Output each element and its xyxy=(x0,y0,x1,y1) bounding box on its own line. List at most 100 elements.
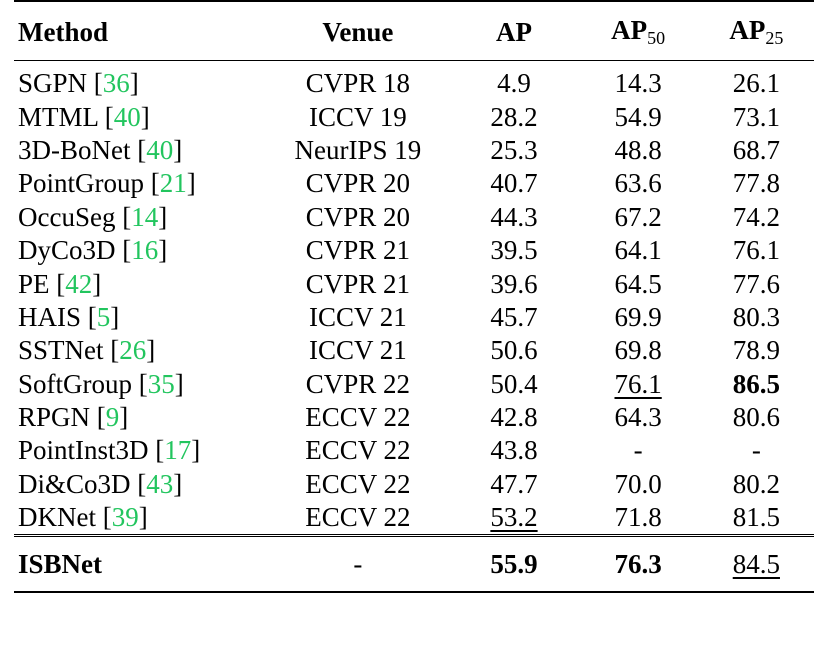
final-body: ISBNet - 55.9 76.3 84.5 xyxy=(14,534,814,593)
ap-cell: 50.4 xyxy=(490,368,538,399)
method-name: HAIS xyxy=(18,301,82,332)
venue-cell: ICCV 21 xyxy=(308,335,407,366)
venue-cell: ECCV 22 xyxy=(305,435,411,466)
ap25-cell: - xyxy=(751,435,761,466)
ap-cell: 53.2 xyxy=(450,501,577,536)
venue-cell: CVPR 18 xyxy=(305,68,410,99)
ap25-cell: 74.2 xyxy=(732,201,780,232)
method-cell: Di&Co3D [43] xyxy=(18,468,183,499)
ap25-cell: 76.1 xyxy=(732,235,780,266)
results-body: SGPN [36] CVPR 18 4.9 14.3 26.1 MTML [40… xyxy=(14,61,814,536)
venue-cell: CVPR 20 xyxy=(305,168,410,199)
header-ap25-main: AP xyxy=(729,15,766,45)
venue-cell: ECCV 22 xyxy=(305,468,411,499)
citation-link[interactable]: 35 xyxy=(147,368,175,399)
final-row: ISBNet - 55.9 76.3 84.5 xyxy=(14,534,814,593)
method-cell: SoftGroup [35] xyxy=(18,368,184,399)
method-cell: 3D-BoNet [40] xyxy=(18,134,183,165)
ap50-cell: 71.8 xyxy=(614,502,662,533)
venue-cell: CVPR 21 xyxy=(305,235,410,266)
ap25-cell: 80.6 xyxy=(732,402,780,433)
citation-link[interactable]: 9 xyxy=(105,402,120,433)
method-name: OccuSeg xyxy=(18,201,116,232)
method-cell: PE [42] xyxy=(18,268,102,299)
ap25-cell: 77.8 xyxy=(732,168,780,199)
ap25-cell: 78.9 xyxy=(732,335,780,366)
ap50-cell: 69.8 xyxy=(614,335,662,366)
citation-link[interactable]: 43 xyxy=(146,468,174,499)
method-name: 3D-BoNet xyxy=(18,134,131,165)
ap-cell: 45.7 xyxy=(490,301,538,332)
method-cell: HAIS [5] xyxy=(18,301,120,332)
final-ap25: 84.5 xyxy=(698,534,814,593)
table-row: SoftGroup [35] CVPR 22 50.4 76.1 86.5 xyxy=(14,368,814,401)
final-ap: 55.9 xyxy=(450,534,578,593)
ap25-cell: 86.5 xyxy=(699,368,814,401)
method-name: DyCo3D xyxy=(18,235,116,266)
method-cell: OccuSeg [14] xyxy=(18,201,168,232)
venue-cell: ECCV 22 xyxy=(305,402,411,433)
ap50-cell: 64.1 xyxy=(614,235,662,266)
table-row: 3D-BoNet [40] NeurIPS 19 25.3 48.8 68.7 xyxy=(14,134,814,167)
ap-cell: 39.6 xyxy=(490,268,538,299)
header-method: Method xyxy=(18,16,108,47)
citation-link[interactable]: 36 xyxy=(102,68,130,99)
method-cell: SGPN [36] xyxy=(18,68,139,99)
final-ap50: 76.3 xyxy=(577,534,699,593)
ap25-cell: 26.1 xyxy=(732,68,780,99)
ap-cell: 47.7 xyxy=(490,468,538,499)
table-row: DKNet [39] ECCV 22 53.2 71.8 81.5 xyxy=(14,501,814,536)
citation-link[interactable]: 40 xyxy=(113,101,141,132)
method-name: PE xyxy=(18,268,50,299)
method-cell: DKNet [39] xyxy=(18,502,148,533)
method-name: PointInst3D xyxy=(18,435,149,466)
ap-cell: 40.7 xyxy=(490,168,538,199)
header-ap25-sub: 25 xyxy=(765,28,784,48)
header-ap50: AP50 xyxy=(578,1,699,61)
venue-cell: ICCV 21 xyxy=(308,301,407,332)
citation-link[interactable]: 16 xyxy=(131,235,159,266)
ap50-cell: 64.3 xyxy=(614,402,662,433)
method-name: MTML xyxy=(18,101,98,132)
method-name: PointGroup xyxy=(18,168,145,199)
citation-link[interactable]: 5 xyxy=(96,301,111,332)
ap-cell: 43.8 xyxy=(490,435,538,466)
results-table: Method Venue AP AP50 AP25 SGPN [36] CVPR… xyxy=(14,0,814,593)
citation-link[interactable]: 42 xyxy=(65,268,93,299)
citation-link[interactable]: 40 xyxy=(146,134,174,165)
table-row: PointInst3D [17] ECCV 22 43.8 - - xyxy=(14,434,814,467)
ap50-cell: 54.9 xyxy=(614,101,662,132)
header-ap50-main: AP xyxy=(611,15,648,45)
citation-link[interactable]: 21 xyxy=(159,168,187,199)
ap50-cell: 14.3 xyxy=(614,68,662,99)
method-cell: MTML [40] xyxy=(18,101,150,132)
ap50-cell: 63.6 xyxy=(614,168,662,199)
ap-cell: 39.5 xyxy=(490,235,538,266)
ap-cell: 44.3 xyxy=(490,201,538,232)
method-cell: SSTNet [26] xyxy=(18,335,156,366)
table-row: MTML [40] ICCV 19 28.2 54.9 73.1 xyxy=(14,100,814,133)
venue-cell: ICCV 19 xyxy=(308,101,407,132)
second-best-value: 84.5 xyxy=(732,548,780,579)
ap25-cell: 73.1 xyxy=(732,101,780,132)
citation-link[interactable]: 26 xyxy=(119,335,147,366)
ap25-cell: 80.3 xyxy=(732,301,780,332)
ap50-cell: 64.5 xyxy=(614,268,662,299)
table-row: HAIS [5] ICCV 21 45.7 69.9 80.3 xyxy=(14,301,814,334)
venue-cell: CVPR 22 xyxy=(305,368,410,399)
final-venue: - xyxy=(265,534,451,593)
citation-link[interactable]: 17 xyxy=(164,435,192,466)
table-row: SSTNet [26] ICCV 21 50.6 69.8 78.9 xyxy=(14,334,814,367)
ap50-cell: 67.2 xyxy=(614,201,662,232)
ap25-cell: 77.6 xyxy=(732,268,780,299)
final-method: ISBNet xyxy=(14,534,266,593)
method-cell: DyCo3D [16] xyxy=(18,235,168,266)
citation-link[interactable]: 39 xyxy=(111,502,139,533)
table-row: OccuSeg [14] CVPR 20 44.3 67.2 74.2 xyxy=(14,201,814,234)
header-venue: Venue xyxy=(322,16,394,47)
ap50-cell: 76.1 xyxy=(578,368,699,401)
ap-cell: 42.8 xyxy=(490,402,538,433)
method-name: SSTNet xyxy=(18,335,104,366)
citation-link[interactable]: 14 xyxy=(131,201,159,232)
